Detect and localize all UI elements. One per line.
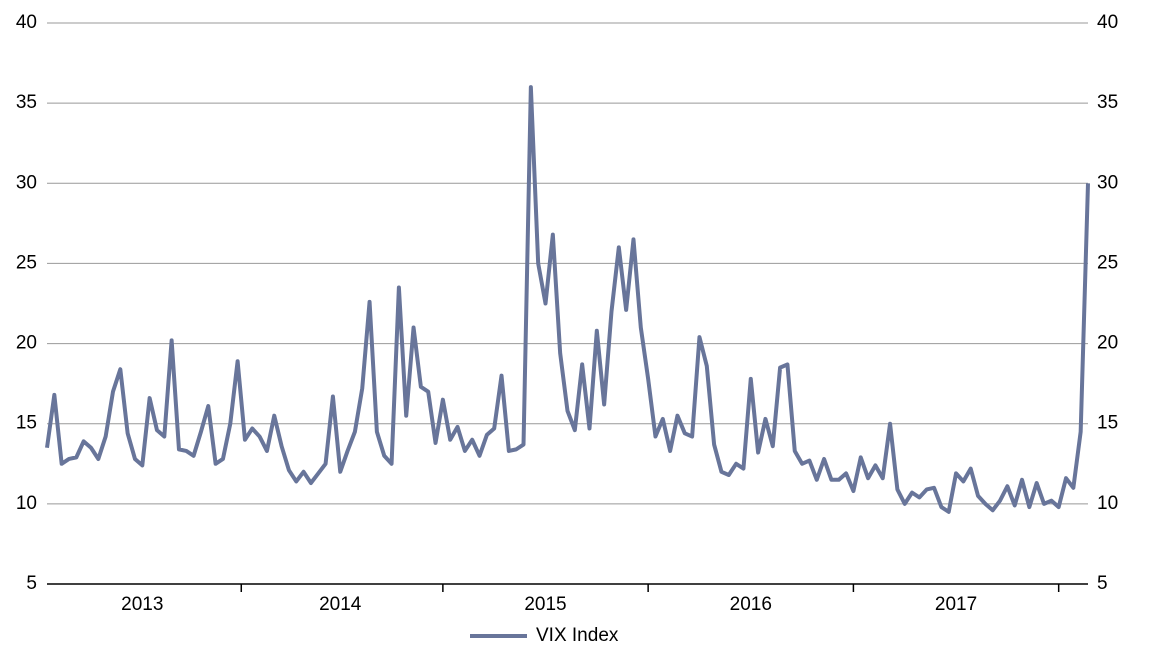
legend-label: VIX Index [536, 625, 619, 646]
x-tick-label: 2015 [524, 594, 566, 615]
y-tick-label: 20 [16, 333, 37, 354]
y-tick-label: 15 [16, 413, 37, 434]
line [45, 85, 1090, 514]
y2-tick-label: 35 [1097, 92, 1118, 113]
x-tick-label: 2016 [730, 594, 772, 615]
y-tick-label: 25 [16, 252, 37, 273]
y2-tick-label: 15 [1097, 413, 1118, 434]
y-tick-label: 5 [26, 573, 37, 594]
y-tick-label: 40 [16, 12, 37, 33]
x-tick-label: 2013 [121, 594, 163, 615]
y-tick-label: 10 [16, 493, 37, 514]
y-tick-label: 35 [16, 92, 37, 113]
y2-tick-label: 5 [1097, 573, 1108, 594]
x-tick-label: 2017 [935, 594, 977, 615]
y-tick-label: 30 [16, 172, 37, 193]
y2-tick-label: 30 [1097, 172, 1118, 193]
y2-tick-label: 25 [1097, 252, 1118, 273]
y2-tick-label: 10 [1097, 493, 1118, 514]
x-tick-label: 2014 [319, 594, 362, 615]
y2-tick-label: 40 [1097, 12, 1118, 33]
y2-tick-label: 20 [1097, 333, 1118, 354]
